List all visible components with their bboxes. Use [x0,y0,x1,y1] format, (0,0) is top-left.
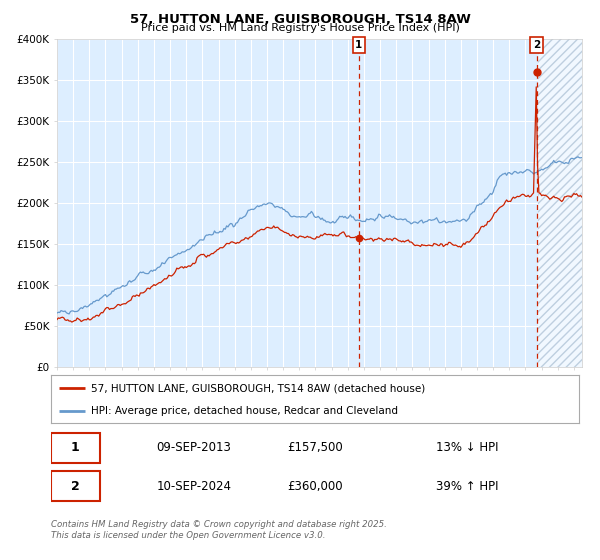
Text: 2: 2 [71,479,80,493]
Text: Contains HM Land Registry data © Crown copyright and database right 2025.
This d: Contains HM Land Registry data © Crown c… [51,520,387,540]
FancyBboxPatch shape [51,433,100,463]
Text: HPI: Average price, detached house, Redcar and Cleveland: HPI: Average price, detached house, Redc… [91,407,398,417]
Text: 10-SEP-2024: 10-SEP-2024 [157,479,232,493]
Text: 2: 2 [533,40,540,50]
Text: Price paid vs. HM Land Registry's House Price Index (HPI): Price paid vs. HM Land Registry's House … [140,23,460,33]
Text: 13% ↓ HPI: 13% ↓ HPI [436,441,499,454]
Text: 57, HUTTON LANE, GUISBOROUGH, TS14 8AW (detached house): 57, HUTTON LANE, GUISBOROUGH, TS14 8AW (… [91,384,425,394]
Text: £157,500: £157,500 [287,441,343,454]
Text: 09-SEP-2013: 09-SEP-2013 [157,441,232,454]
Bar [538,39,582,367]
Text: 57, HUTTON LANE, GUISBOROUGH, TS14 8AW: 57, HUTTON LANE, GUISBOROUGH, TS14 8AW [130,12,470,26]
Bar [538,39,582,367]
Text: 1: 1 [71,441,80,454]
FancyBboxPatch shape [51,471,100,501]
Text: 39% ↑ HPI: 39% ↑ HPI [436,479,499,493]
Text: £360,000: £360,000 [287,479,343,493]
Text: 1: 1 [355,40,362,50]
